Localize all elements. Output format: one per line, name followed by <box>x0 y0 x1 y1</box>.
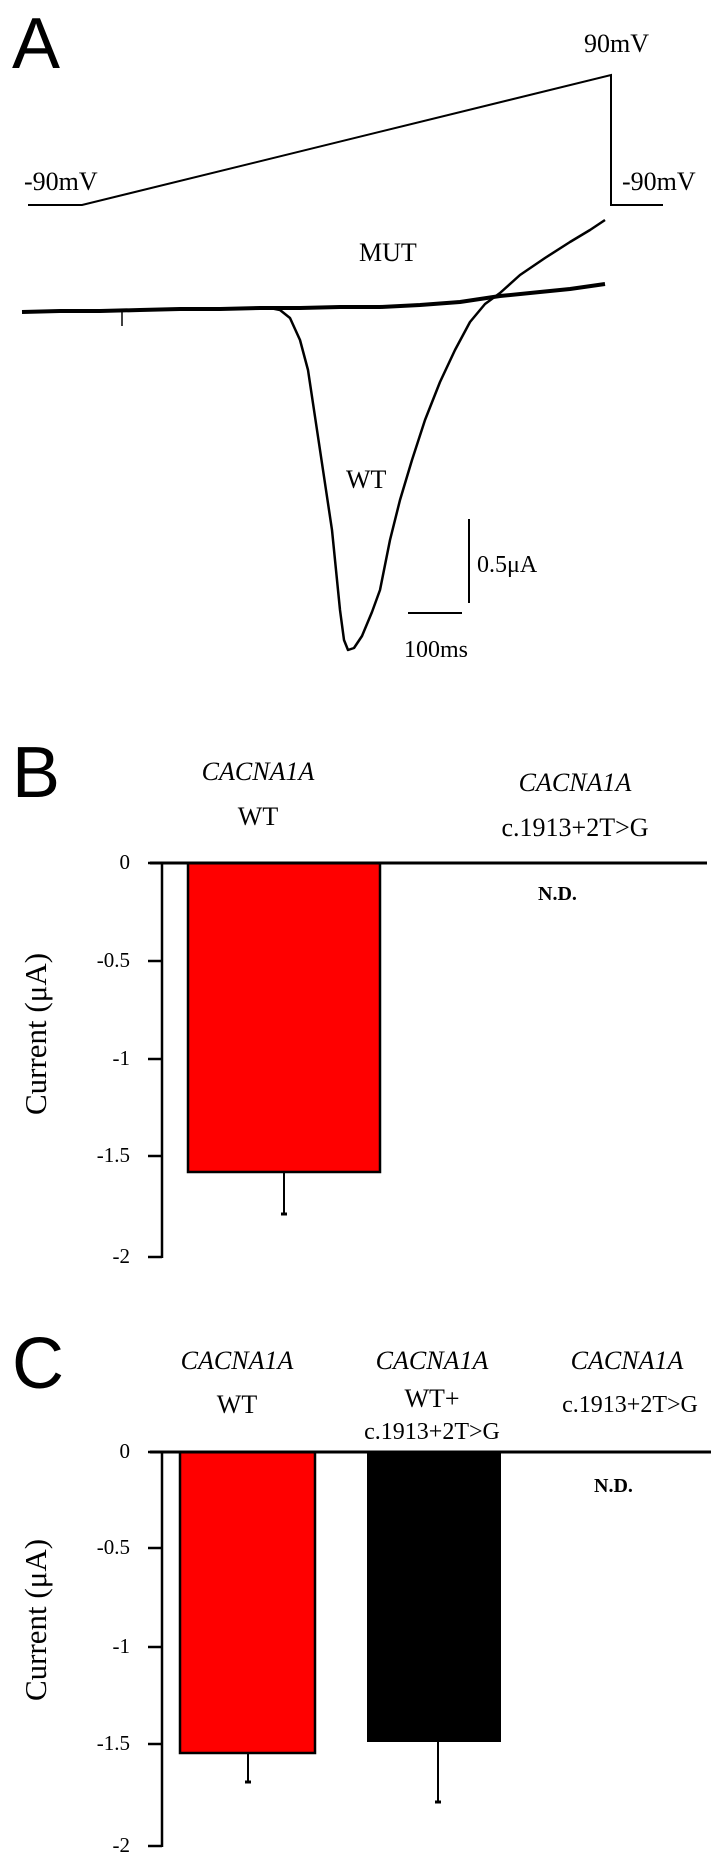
group-label-variant: WT+ <box>404 1384 459 1413</box>
y-tick-label: -0.5 <box>97 948 130 972</box>
wt-current-trace <box>21 218 606 652</box>
y-tick-label: -1 <box>113 1634 131 1658</box>
wt-trace-label: WT <box>346 465 387 494</box>
group-label-variant: c.1913+2T>G <box>364 1419 500 1445</box>
group-label-gene: CACNA1A <box>202 757 315 786</box>
group-label-gene: CACNA1A <box>376 1346 489 1375</box>
bar-wt <box>178 1450 317 1755</box>
holding-left-label: -90mV <box>24 167 98 196</box>
y-tick-label: 0 <box>120 850 131 874</box>
y-tick-label: 0 <box>120 1439 131 1463</box>
time-scale-label: 100ms <box>404 637 468 663</box>
group-label-gene: CACNA1A <box>571 1346 684 1375</box>
current-scale-label: 0.5μA <box>477 552 538 578</box>
group-label-variant: WT <box>238 802 279 831</box>
y-tick-label: -1.5 <box>97 1731 130 1755</box>
panel-c: C CACNA1A WT CACNA1A WT+ c.1913+2T>G CAC… <box>12 1324 711 1857</box>
voltage-ramp-protocol <box>28 73 663 206</box>
bar-wt <box>186 861 382 1174</box>
panel-b-letter: B <box>12 733 60 813</box>
group-label-gene: CACNA1A <box>519 768 632 797</box>
panel-a: A -90mV 90mV -90mV MUT WT 0.5μA 100ms <box>12 4 696 663</box>
holding-right-label: -90mV <box>622 167 696 196</box>
y-tick-label: -0.5 <box>97 1535 130 1559</box>
panel-b: B CACNA1A WT CACNA1A c.1913+2T>G 0 -0.5 … <box>12 733 707 1268</box>
not-detected-label: N.D. <box>538 883 577 905</box>
mut-trace-label: MUT <box>359 238 417 267</box>
panel-a-letter: A <box>12 4 60 84</box>
group-label-gene: CACNA1A <box>181 1346 294 1375</box>
y-axis-label: Current (μA) <box>18 1539 53 1701</box>
peak-voltage-label: 90mV <box>584 29 649 58</box>
y-tick-label: -1.5 <box>97 1143 130 1167</box>
y-tick-label: -2 <box>113 1833 131 1857</box>
group-label-variant: c.1913+2T>G <box>501 813 648 842</box>
y-axis-label: Current (μA) <box>18 953 53 1115</box>
y-tick-label: -2 <box>113 1244 131 1268</box>
not-detected-label: N.D. <box>594 1475 633 1497</box>
group-label-variant: WT <box>217 1390 258 1419</box>
y-tick-label: -1 <box>113 1046 131 1070</box>
panel-c-letter: C <box>12 1324 64 1404</box>
group-label-variant: c.1913+2T>G <box>562 1392 698 1418</box>
bar-wt-plus-mut <box>367 1451 501 1742</box>
mut-current-trace <box>21 282 606 314</box>
